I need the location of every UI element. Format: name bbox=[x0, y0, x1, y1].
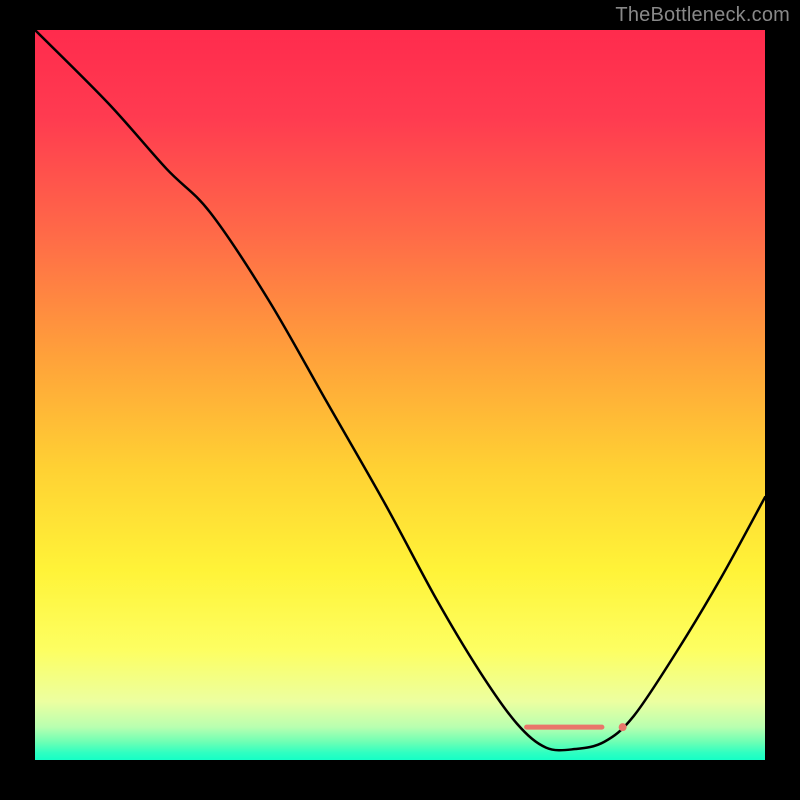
bottleneck-chart bbox=[35, 30, 765, 760]
min-marker-track bbox=[524, 725, 604, 730]
watermark-text: TheBottleneck.com bbox=[615, 4, 790, 27]
gradient-background bbox=[35, 30, 765, 760]
min-marker-dot bbox=[619, 723, 627, 731]
plot-area bbox=[35, 30, 765, 760]
